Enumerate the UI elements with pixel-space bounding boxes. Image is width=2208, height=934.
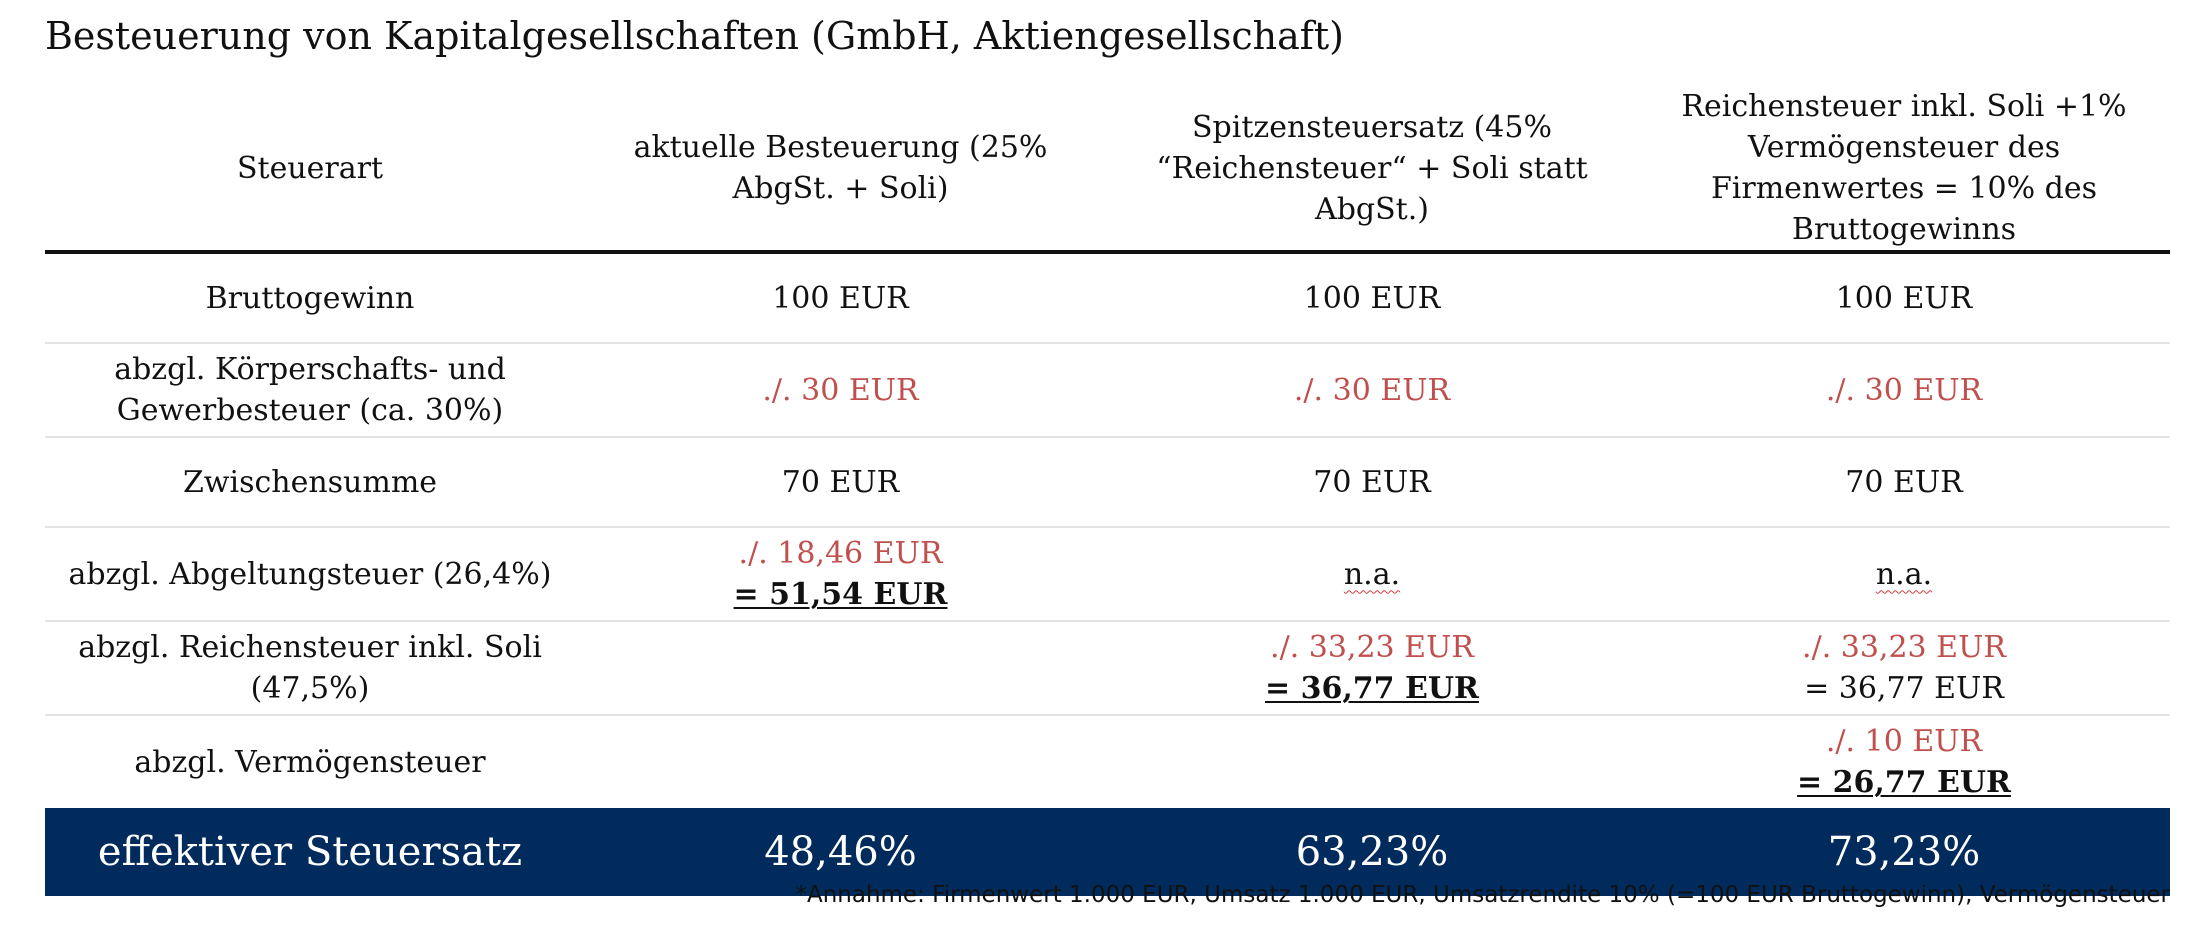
cell-rich-tax-current (575, 621, 1106, 716)
header-tax-type: Steuerart (45, 86, 575, 254)
table-row: abzgl. Abgeltungsteuer (26,4%) ./. 18,46… (45, 527, 2170, 622)
cell-gross-top-rate: 100 EUR (1106, 252, 1638, 344)
header-current-taxation: aktuelle Besteuerung (25% AbgSt. + Soli) (575, 86, 1106, 254)
cell-wealth-tax-top-rate (1106, 715, 1638, 808)
cell-subtotal-current: 70 EUR (575, 437, 1106, 528)
table-row: Bruttogewinn 100 EUR 100 EUR 100 EUR (45, 252, 2170, 344)
cell-gross-current: 100 EUR (575, 252, 1106, 344)
table-footer: effektiver Steuersatz 48,46% 63,23% 73,2… (45, 808, 2170, 896)
footnote: *Annahme: Firmenwert 1.000 EUR, Umsatz 1… (795, 882, 2170, 908)
table-body: Bruttogewinn 100 EUR 100 EUR 100 EUR abz… (45, 252, 2170, 808)
table-row: Zwischensumme 70 EUR 70 EUR 70 EUR (45, 437, 2170, 528)
deduction-value: ./. 30 EUR (762, 372, 919, 408)
deduction-value: ./. 33,23 EUR (1270, 630, 1474, 665)
row-label-withholding-tax: abzgl. Abgeltungsteuer (26,4%) (45, 527, 575, 622)
not-applicable-value: n.a. (1343, 556, 1401, 592)
cell-withholding-top-rate: n.a. (1106, 527, 1638, 622)
table-row: abzgl. Reichensteuer inkl. Soli (47,5%) … (45, 621, 2170, 716)
effective-rate-wealth: 73,23% (1638, 808, 2170, 896)
row-label-gross-profit: Bruttogewinn (45, 252, 575, 344)
deduction-value: ./. 33,23 EUR (1802, 630, 2006, 665)
deduction-value: ./. 30 EUR (1293, 372, 1451, 408)
result-value: = 26,77 EUR (1797, 765, 2011, 800)
header-rich-tax-wealth-tax: Reichensteuer inkl. Soli +1% Vermögenste… (1638, 86, 2170, 254)
cell-wealth-tax-current (575, 715, 1106, 808)
tax-comparison-table: Steuerart aktuelle Besteuerung (25% AbgS… (45, 86, 2170, 896)
cell-corporate-top-rate: ./. 30 EUR (1106, 343, 1638, 438)
cell-rich-tax-top-rate: ./. 33,23 EUR = 36,77 EUR (1106, 621, 1638, 716)
result-value: = 36,77 EUR (1265, 671, 1479, 706)
table-header: Steuerart aktuelle Besteuerung (25% AbgS… (45, 86, 2170, 254)
deduction-value: ./. 18,46 EUR (738, 536, 943, 571)
cell-rich-tax-wealth: ./. 33,23 EUR = 36,77 EUR (1638, 621, 2170, 716)
cell-withholding-current: ./. 18,46 EUR = 51,54 EUR (575, 527, 1106, 622)
page-title: Besteuerung von Kapitalgesellschaften (G… (45, 14, 1344, 58)
cell-corporate-current: ./. 30 EUR (575, 343, 1106, 438)
row-label-wealth-tax: abzgl. Vermögensteuer (45, 715, 575, 808)
intermediate-value: = 36,77 EUR (1804, 671, 2004, 706)
header-top-rate: Spitzensteuersatz (45% “Reichensteuer“ +… (1106, 86, 1638, 254)
effective-rate-label: effektiver Steuersatz (45, 808, 575, 896)
row-label-subtotal: Zwischensumme (45, 437, 575, 528)
effective-rate-top-rate: 63,23% (1106, 808, 1638, 896)
row-label-corporate-tax: abzgl. Körperschafts- und Gewerbesteuer … (45, 343, 575, 438)
cell-subtotal-wealth: 70 EUR (1638, 437, 2170, 528)
effective-rate-row: effektiver Steuersatz 48,46% 63,23% 73,2… (45, 808, 2170, 896)
cell-subtotal-top-rate: 70 EUR (1106, 437, 1638, 528)
deduction-value: ./. 30 EUR (1825, 372, 1983, 408)
cell-withholding-wealth: n.a. (1638, 527, 2170, 622)
deduction-value: ./. 10 EUR (1825, 724, 1983, 759)
table-row: abzgl. Körperschafts- und Gewerbesteuer … (45, 343, 2170, 438)
cell-corporate-wealth: ./. 30 EUR (1638, 343, 2170, 438)
cell-gross-wealth: 100 EUR (1638, 252, 2170, 344)
effective-rate-current: 48,46% (575, 808, 1106, 896)
not-applicable-value: n.a. (1875, 556, 1933, 592)
table-row: abzgl. Vermögensteuer ./. 10 EUR = 26,77… (45, 715, 2170, 808)
result-value: = 51,54 EUR (733, 577, 948, 612)
row-label-rich-tax: abzgl. Reichensteuer inkl. Soli (47,5%) (45, 621, 575, 716)
header-row: Steuerart aktuelle Besteuerung (25% AbgS… (45, 86, 2170, 254)
cell-wealth-tax-wealth: ./. 10 EUR = 26,77 EUR (1638, 715, 2170, 808)
